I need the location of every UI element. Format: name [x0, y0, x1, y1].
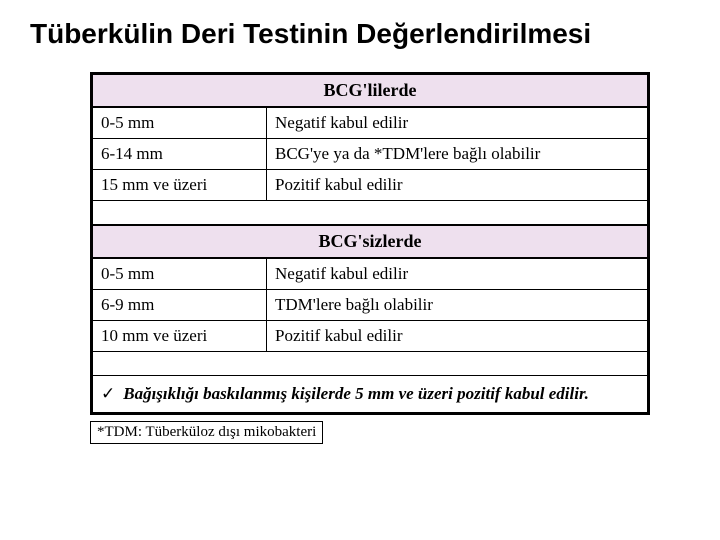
table-row: 0-5 mm Negatif kabul edilir	[92, 107, 649, 139]
table-spacer	[92, 351, 649, 375]
table-section-header: BCG'lilerde	[92, 74, 649, 108]
section-header-label: BCG'lilerde	[92, 74, 649, 108]
table-note-cell: ✓ Bağışıklığı baskılanmış kişilerde 5 mm…	[92, 375, 649, 413]
cell-range: 6-14 mm	[92, 139, 267, 170]
table-row: 0-5 mm Negatif kabul edilir	[92, 258, 649, 290]
table-note-text: Bağışıklığı baskılanmış kişilerde 5 mm v…	[123, 384, 589, 403]
cell-range: 10 mm ve üzeri	[92, 320, 267, 351]
evaluation-table: BCG'lilerde 0-5 mm Negatif kabul edilir …	[90, 72, 650, 415]
table-section-header: BCG'sizlerde	[92, 225, 649, 258]
cell-range: 15 mm ve üzeri	[92, 170, 267, 201]
table-row: 10 mm ve üzeri Pozitif kabul edilir	[92, 320, 649, 351]
cell-result: TDM'lere bağlı olabilir	[267, 289, 649, 320]
cell-range: 6-9 mm	[92, 289, 267, 320]
cell-result: Negatif kabul edilir	[267, 107, 649, 139]
cell-result: Pozitif kabul edilir	[267, 170, 649, 201]
table-row: 6-9 mm TDM'lere bağlı olabilir	[92, 289, 649, 320]
cell-result: BCG'ye ya da *TDM'lere bağlı olabilir	[267, 139, 649, 170]
cell-result: Negatif kabul edilir	[267, 258, 649, 290]
cell-result: Pozitif kabul edilir	[267, 320, 649, 351]
section-header-label: BCG'sizlerde	[92, 225, 649, 258]
table-note-row: ✓ Bağışıklığı baskılanmış kişilerde 5 mm…	[92, 375, 649, 413]
check-icon: ✓	[101, 384, 119, 404]
table-row: 15 mm ve üzeri Pozitif kabul edilir	[92, 170, 649, 201]
slide-title: Tüberkülin Deri Testinin Değerlendirilme…	[30, 18, 690, 50]
cell-range: 0-5 mm	[92, 258, 267, 290]
table-spacer	[92, 201, 649, 225]
cell-range: 0-5 mm	[92, 107, 267, 139]
table-row: 6-14 mm BCG'ye ya da *TDM'lere bağlı ola…	[92, 139, 649, 170]
slide: Tüberkülin Deri Testinin Değerlendirilme…	[0, 0, 720, 454]
footnote: *TDM: Tüberküloz dışı mikobakteri	[90, 421, 323, 444]
